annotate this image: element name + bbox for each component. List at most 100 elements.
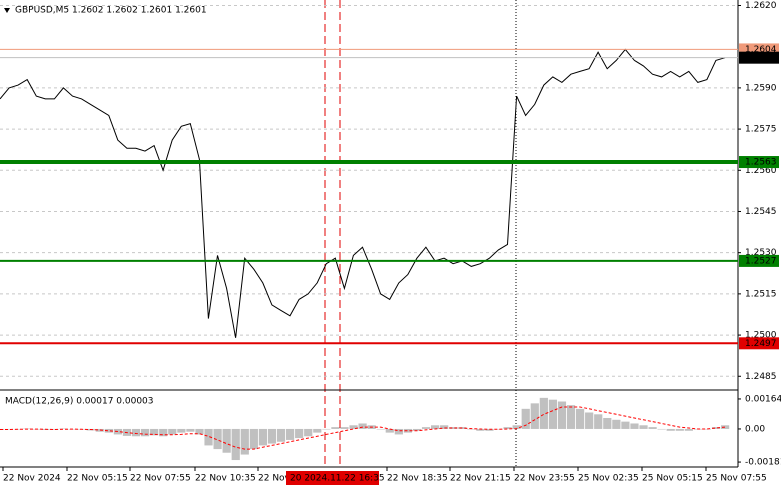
macd-bar bbox=[594, 414, 603, 429]
macd-bar bbox=[295, 428, 304, 439]
macd-bar bbox=[59, 428, 68, 430]
x-tick-label: 22 Nov 05:15 bbox=[67, 474, 128, 484]
x-tick-label: 22 Nov bbox=[258, 474, 291, 484]
macd-bar bbox=[639, 425, 648, 429]
macd-bar bbox=[485, 428, 494, 431]
macd-bar bbox=[50, 428, 59, 430]
price-line bbox=[0, 48, 726, 338]
macd-bar bbox=[340, 427, 349, 429]
level-label: 1.2563 bbox=[745, 158, 777, 168]
macd-bar bbox=[249, 428, 258, 450]
macd-bar bbox=[385, 428, 394, 433]
macd-bar bbox=[394, 428, 403, 435]
level-label: 1.2604 bbox=[745, 45, 777, 55]
macd-bar bbox=[440, 425, 449, 429]
macd-bar bbox=[557, 401, 567, 429]
macd-bar bbox=[530, 403, 539, 429]
y-tick-label: 1.2590 bbox=[745, 83, 777, 93]
macd-bar bbox=[258, 428, 268, 446]
x-tick-label: 22 Nov 18:35 bbox=[387, 474, 448, 484]
level-label-bg bbox=[739, 51, 779, 64]
macd-bar bbox=[150, 428, 159, 436]
macd-bar bbox=[431, 425, 440, 429]
y-tick-label: 0.00 bbox=[745, 424, 765, 434]
collapse-icon bbox=[4, 8, 10, 13]
y-tick-label: 1.2560 bbox=[745, 166, 777, 176]
macd-bar bbox=[104, 428, 113, 433]
macd-bar bbox=[648, 427, 657, 429]
macd-bar bbox=[313, 428, 322, 433]
macd-bar bbox=[721, 425, 730, 429]
macd-bar bbox=[267, 428, 277, 444]
macd-bar bbox=[358, 423, 367, 429]
level-label: 1.2527 bbox=[745, 256, 777, 266]
level-label-bg bbox=[739, 254, 779, 267]
macd-bar bbox=[449, 427, 458, 429]
macd-bar bbox=[204, 428, 213, 446]
y-tick-label: 1.2530 bbox=[745, 248, 777, 258]
macd-bar bbox=[240, 428, 249, 455]
macd-bar bbox=[675, 428, 684, 431]
macd-bar bbox=[603, 417, 612, 429]
macd-bar bbox=[539, 397, 548, 429]
macd-bar bbox=[168, 428, 177, 435]
macd-bar bbox=[131, 428, 141, 437]
indicator-title: MACD(12,26,9) 0.00017 0.00003 bbox=[5, 397, 154, 407]
level-label: 1.2601 bbox=[745, 53, 777, 63]
macd-bar bbox=[349, 425, 358, 429]
level-label-bg bbox=[739, 156, 779, 169]
macd-bar bbox=[503, 427, 512, 429]
macd-bar bbox=[548, 399, 558, 429]
plot-layer bbox=[0, 4, 738, 461]
cursor-label-bg bbox=[286, 471, 379, 485]
macd-bar bbox=[711, 427, 721, 429]
macd-bar bbox=[621, 421, 630, 429]
macd-bar bbox=[177, 428, 186, 433]
macd-bar bbox=[412, 428, 422, 431]
macd-bar bbox=[376, 428, 385, 430]
macd-bar bbox=[141, 428, 150, 437]
level-label: 1.2497 bbox=[745, 339, 777, 349]
x-tick-label: 22 Nov 21:15 bbox=[450, 474, 511, 484]
macd-bar bbox=[331, 427, 340, 429]
macd-bar bbox=[186, 428, 195, 432]
macd-bar bbox=[585, 412, 594, 429]
macd-bar bbox=[494, 428, 503, 430]
y-tick-label: 0.00164 bbox=[745, 394, 781, 404]
cursor-label: 20 2024.11.22 16:35 bbox=[290, 474, 385, 484]
macd-bar bbox=[421, 427, 431, 429]
macd-bar bbox=[304, 428, 313, 437]
macd-bar bbox=[222, 428, 231, 453]
macd-bar bbox=[195, 428, 204, 435]
macd-bar bbox=[231, 428, 240, 461]
x-tick-label: 25 Nov 05:15 bbox=[642, 474, 703, 484]
y-tick-label: 1.2545 bbox=[745, 207, 777, 217]
y-tick-label: 1.2485 bbox=[745, 372, 777, 382]
x-tick-label: 25 Nov 07:55 bbox=[706, 474, 767, 484]
macd-bar bbox=[666, 428, 675, 431]
macd-bar bbox=[702, 428, 712, 430]
macd-bar bbox=[630, 423, 639, 429]
signal-line bbox=[0, 406, 726, 450]
y-tick-label: -0.00181 bbox=[745, 458, 781, 468]
macd-bar bbox=[113, 428, 123, 435]
macd-bar bbox=[403, 428, 413, 433]
macd-bar bbox=[566, 405, 576, 429]
macd-bar bbox=[5, 428, 14, 430]
macd-bar bbox=[213, 428, 222, 450]
macd-bar bbox=[286, 428, 295, 440]
y-tick-label: 1.2575 bbox=[745, 125, 777, 135]
x-tick-label: 22 Nov 07:55 bbox=[130, 474, 191, 484]
x-tick-label: 22 Nov 10:35 bbox=[195, 474, 256, 484]
macd-bar bbox=[159, 428, 168, 437]
macd-bar bbox=[576, 408, 585, 429]
macd-bar bbox=[276, 428, 286, 442]
x-tick-label: 22 Nov 23:55 bbox=[514, 474, 575, 484]
x-tick-label: 25 Nov 02:35 bbox=[578, 474, 639, 484]
chart-title: GBPUSD,M5 1.2602 1.2602 1.2601 1.2601 bbox=[15, 6, 207, 16]
macd-bar bbox=[467, 428, 476, 430]
macd-bar bbox=[476, 428, 485, 431]
macd-bar bbox=[322, 428, 331, 430]
